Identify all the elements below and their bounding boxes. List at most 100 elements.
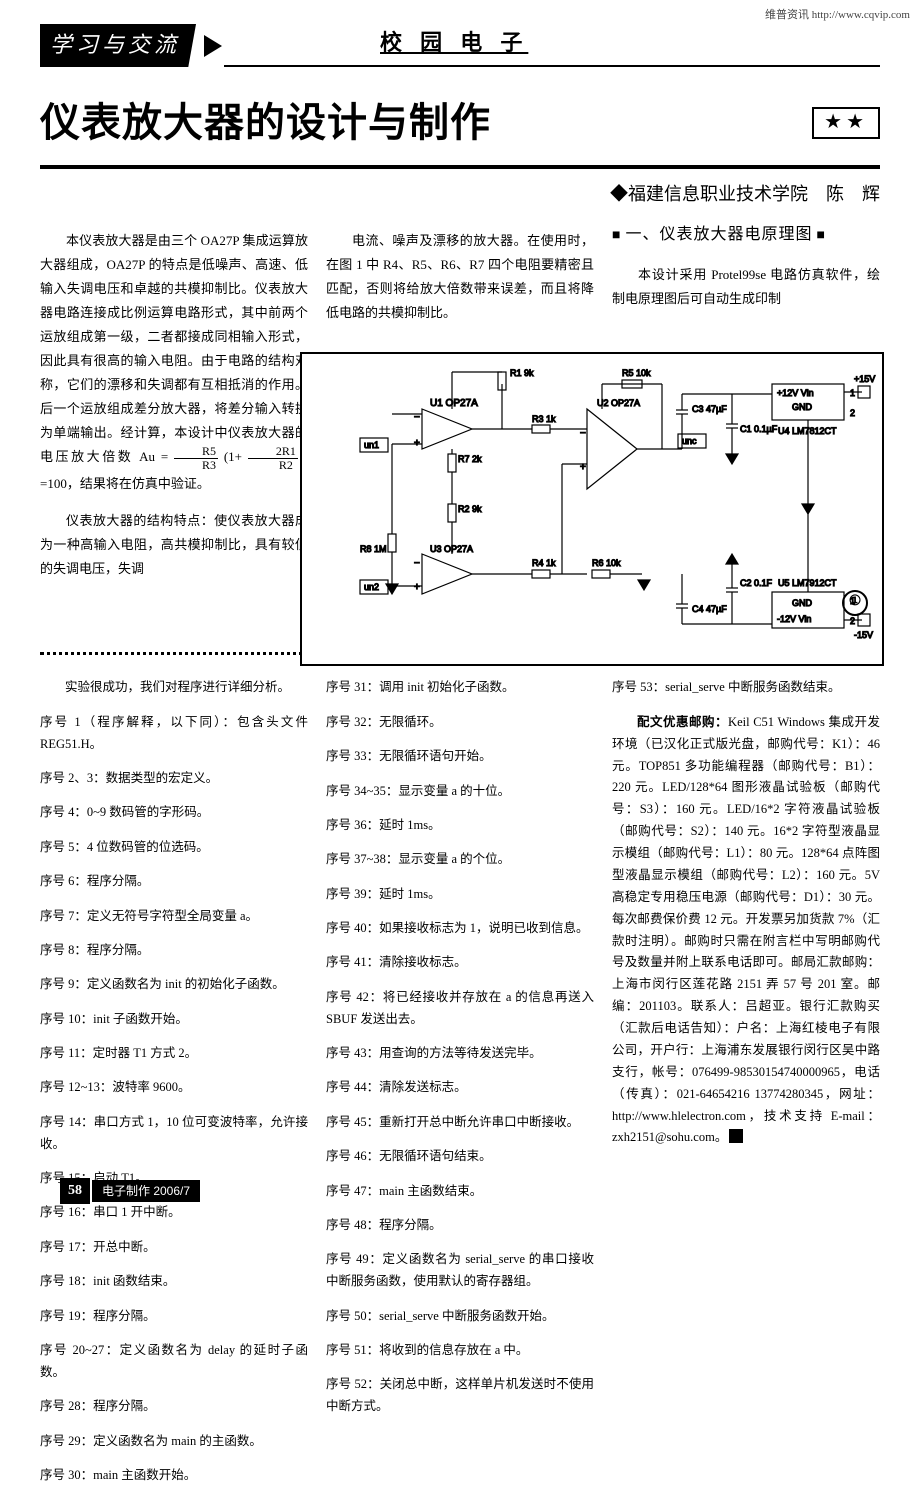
svg-text:un1: un1 bbox=[364, 440, 379, 450]
list-item: 序号 42：将已经接收并存放在 a 的信息再送入 SBUF 发送出去。 bbox=[326, 987, 594, 1031]
lower-list-b: 序号 31：调用 init 初始化子函数。序号 32：无限循环。序号 33：无限… bbox=[326, 677, 594, 1418]
list-item: 序号 20~27：定义函数名为 delay 的延时子函数。 bbox=[40, 1340, 308, 1384]
svg-text:+15V: +15V bbox=[854, 374, 875, 384]
list-item: 序号 18：init 函数结束。 bbox=[40, 1271, 308, 1293]
list-item: 序号 8：程序分隔。 bbox=[40, 940, 308, 962]
svg-text:−: − bbox=[414, 558, 420, 569]
list-item: 序号 52：关闭总中断，这样单片机发送时不使用中断方式。 bbox=[326, 1374, 594, 1418]
section-heading: ■ 一、仪表放大器电原理图 ■ bbox=[612, 220, 880, 250]
svg-text:C4 47µF: C4 47µF bbox=[692, 604, 727, 614]
svg-text:U2 OP27A: U2 OP27A bbox=[597, 398, 640, 408]
list-item: 序号 33：无限循环语句开始。 bbox=[326, 746, 594, 768]
list-item: 序号 2、3：数据类型的宏定义。 bbox=[40, 768, 308, 790]
list-item: 序号 46：无限循环语句结束。 bbox=[326, 1146, 594, 1168]
list-item: 序号 43：用查询的方法等待发送完毕。 bbox=[326, 1043, 594, 1065]
list-item: 序号 6：程序分隔。 bbox=[40, 871, 308, 893]
svg-text:unc: unc bbox=[682, 436, 697, 446]
svg-text:R7 2k: R7 2k bbox=[458, 454, 482, 464]
list-item: 序号 9：定义函数名为 init 的初始化子函数。 bbox=[40, 974, 308, 996]
list-item: 序号 7：定义无符号字符型全局变量 a。 bbox=[40, 906, 308, 928]
section-title: 校 园 电 子 bbox=[380, 24, 528, 61]
para-b1: 电流、噪声及漂移的放大器。在使用时，在图 1 中 R4、R5、R6、R7 四个电… bbox=[326, 229, 594, 325]
list-item: 序号 40：如果接收标志为 1，说明已收到信息。 bbox=[326, 918, 594, 940]
mail-order-para: 配文优惠邮购：Keil C51 Windows 集成开发环境（已汉化正式版光盘，… bbox=[612, 712, 880, 1150]
list-item: 序号 45：重新打开总中断允许串口中断接收。 bbox=[326, 1112, 594, 1134]
para-a2: 仪表放大器的结构特点：使仪表放大器成为一种高输入电阻，高共模抑制比，具有较低的失… bbox=[40, 509, 308, 581]
svg-text:GND: GND bbox=[792, 402, 813, 412]
list-item: 序号 44：清除发送标志。 bbox=[326, 1077, 594, 1099]
svg-text:C2 0.1F: C2 0.1F bbox=[740, 578, 773, 588]
list-item: 序号 14：串口方式 1，10 位可变波特率，允许接收。 bbox=[40, 1112, 308, 1156]
svg-text:R5 10k: R5 10k bbox=[622, 368, 651, 378]
list-item: 序号 30：main 主函数开始。 bbox=[40, 1465, 308, 1487]
text: =100，结果将在仿真中验证。 bbox=[40, 476, 210, 491]
svg-text:−: − bbox=[580, 428, 586, 439]
column-badge: 学习与交流 bbox=[40, 24, 196, 67]
lower-list-c: 序号 53：serial_serve 中断服务函数结束。配文优惠邮购：Keil … bbox=[612, 677, 880, 1149]
svg-text:1: 1 bbox=[850, 388, 855, 398]
magazine-issue: 电子制作 2006/7 bbox=[92, 1180, 200, 1202]
lower-col-a: 实验很成功，我们对程序进行详细分析。 序号 1（程序解释，以下同）：包含头文件 … bbox=[40, 665, 308, 1499]
title-row: 仪表放大器的设计与制作 ★★ bbox=[40, 75, 880, 169]
svg-text:R6 10k: R6 10k bbox=[592, 558, 621, 568]
text: 本仪表放大器是由三个 OA27P 集成运算放大器组成，OA27P 的特点是低噪声… bbox=[40, 233, 308, 465]
list-item: 序号 16：串口 1 开中断。 bbox=[40, 1202, 308, 1224]
svg-text:+: + bbox=[414, 582, 420, 593]
list-item: 序号 34~35：显示变量 a 的十位。 bbox=[326, 781, 594, 803]
list-item: 序号 51：将收到的信息存放在 a 中。 bbox=[326, 1340, 594, 1362]
list-item: 序号 17：开总中断。 bbox=[40, 1237, 308, 1259]
list-item: 序号 32：无限循环。 bbox=[326, 712, 594, 734]
article-title: 仪表放大器的设计与制作 bbox=[40, 89, 491, 157]
svg-text:-15V: -15V bbox=[854, 630, 873, 640]
byline: ◆福建信息职业技术学院 陈 辉 bbox=[40, 179, 880, 210]
svg-text:R3 1k: R3 1k bbox=[532, 414, 556, 424]
list-item: 序号 53：serial_serve 中断服务函数结束。 bbox=[612, 677, 880, 699]
svg-text:un2: un2 bbox=[364, 582, 379, 592]
circuit-svg: U1 OP27A − + un1 R1 9k R7 2k bbox=[302, 354, 882, 664]
lower-col-b: 序号 31：调用 init 初始化子函数。序号 32：无限循环。序号 33：无限… bbox=[326, 665, 594, 1499]
svg-text:2: 2 bbox=[850, 408, 855, 418]
triangle-icon bbox=[204, 35, 222, 57]
svg-text:GND: GND bbox=[792, 598, 813, 608]
list-item: 序号 11：定时器 T1 方式 2。 bbox=[40, 1043, 308, 1065]
page: 维普资讯 http://www.cqvip.com 学习与交流 校 园 电 子 … bbox=[0, 0, 920, 1220]
svg-text:R1 9k: R1 9k bbox=[510, 368, 534, 378]
header-underline bbox=[224, 65, 880, 67]
watermark: 维普资讯 http://www.cqvip.com bbox=[765, 6, 910, 25]
lower-columns: 实验很成功，我们对程序进行详细分析。 序号 1（程序解释，以下同）：包含头文件 … bbox=[40, 665, 880, 1499]
fraction-2r1r2: 2R1R2 bbox=[248, 445, 298, 471]
column-a: 本仪表放大器是由三个 OA27P 集成运算放大器组成，OA27P 的特点是低噪声… bbox=[40, 216, 308, 646]
svg-text:R8 1M: R8 1M bbox=[360, 544, 387, 554]
lbl-u1: U1 OP27A bbox=[430, 398, 478, 409]
svg-text:C1 0.1µF: C1 0.1µF bbox=[740, 424, 778, 434]
list-item: 序号 50：serial_serve 中断服务函数开始。 bbox=[326, 1306, 594, 1328]
lower-list-a: 序号 1（程序解释，以下同）：包含头文件 REG51.H。序号 2、3：数据类型… bbox=[40, 712, 308, 1487]
list-item: 序号 5：4 位数码管的位选码。 bbox=[40, 837, 308, 859]
end-mark-icon bbox=[729, 1129, 743, 1143]
para-c1: 本设计采用 Protel99se 电路仿真软件，绘制电原理图后可自动生成印制 bbox=[612, 263, 880, 311]
page-number: 58 bbox=[60, 1178, 90, 1204]
lower-col-c: 序号 53：serial_serve 中断服务函数结束。配文优惠邮购：Keil … bbox=[612, 665, 880, 1499]
svg-text:+12V Vin: +12V Vin bbox=[777, 388, 814, 398]
list-item: 序号 31：调用 init 初始化子函数。 bbox=[326, 677, 594, 699]
circuit-diagram: U1 OP27A − + un1 R1 9k R7 2k bbox=[300, 352, 884, 666]
svg-text:R2 9k: R2 9k bbox=[458, 504, 482, 514]
list-item: 序号 48：程序分隔。 bbox=[326, 1215, 594, 1237]
list-item: 序号 49：定义函数名为 serial_serve 的串口接收中断服务函数，使用… bbox=[326, 1249, 594, 1293]
lower-intro: 实验很成功，我们对程序进行详细分析。 bbox=[40, 677, 308, 699]
list-item: 序号 1（程序解释，以下同）：包含头文件 REG51.H。 bbox=[40, 712, 308, 756]
para-a1: 本仪表放大器是由三个 OA27P 集成运算放大器组成，OA27P 的特点是低噪声… bbox=[40, 229, 308, 496]
list-item: 序号 47：main 主函数结束。 bbox=[326, 1181, 594, 1203]
svg-text:R4 1k: R4 1k bbox=[532, 558, 556, 568]
fraction-r5r3: R5R3 bbox=[174, 445, 218, 471]
list-item: 序号 41：清除接收标志。 bbox=[326, 952, 594, 974]
list-item: 序号 12~13：波特率 9600。 bbox=[40, 1077, 308, 1099]
footer: 58 电子制作 2006/7 bbox=[60, 1178, 200, 1204]
list-item: 序号 37~38：显示变量 a 的个位。 bbox=[326, 849, 594, 871]
text: 一、仪表放大器电原理图 bbox=[625, 220, 812, 250]
list-item: 序号 4：0~9 数码管的字形码。 bbox=[40, 802, 308, 824]
figure-number: ① bbox=[842, 590, 868, 616]
difficulty-stars: ★★ bbox=[812, 107, 880, 139]
list-item: 序号 29：定义函数名为 main 的主函数。 bbox=[40, 1431, 308, 1453]
list-item: 序号 36：延时 1ms。 bbox=[326, 815, 594, 837]
